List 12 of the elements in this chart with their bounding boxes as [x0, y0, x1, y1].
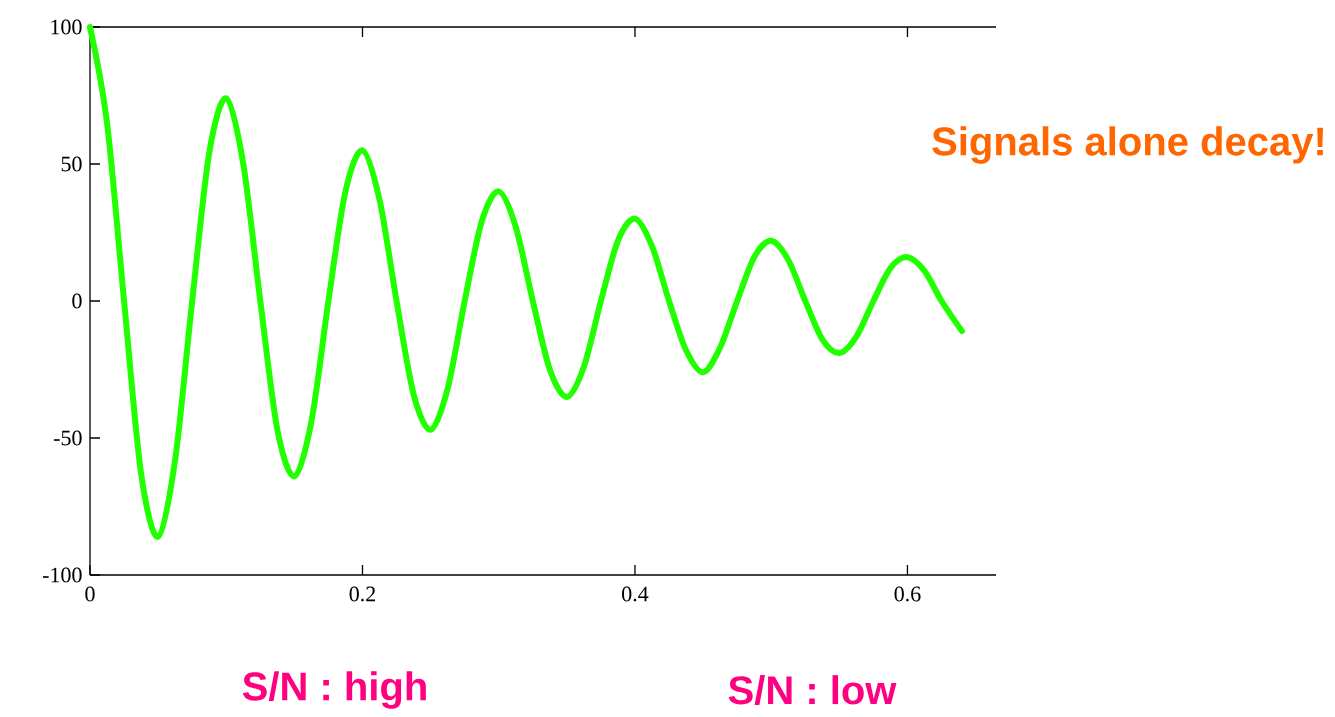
x-tick-label: 0.6	[894, 586, 921, 602]
x-tick-label: 0	[85, 586, 95, 602]
x-tick-label: 0.2	[349, 586, 376, 602]
x-tick-label: 0.4	[622, 586, 649, 602]
y-tick-label: -100	[42, 567, 82, 583]
y-tick-label: 50	[61, 156, 82, 172]
text: S/N : high	[242, 671, 426, 709]
text: S/N : low	[728, 675, 897, 705]
y-tick-label: 100	[51, 19, 82, 35]
annotation: Signals alone decay!	[932, 126, 1323, 164]
y-tick-label: 0	[72, 293, 82, 309]
y-tick-label: -50	[53, 430, 82, 446]
